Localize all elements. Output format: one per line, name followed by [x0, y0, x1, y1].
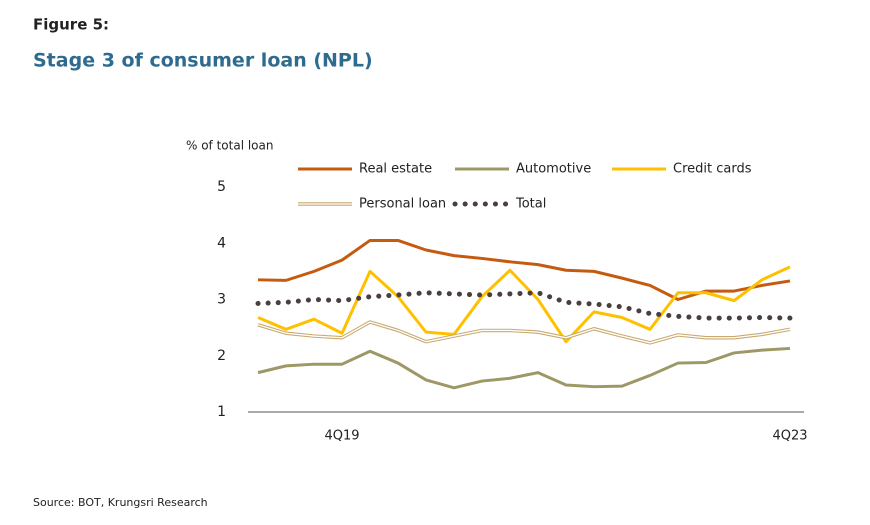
legend-label: Automotive — [516, 162, 591, 177]
legend-label: Personal loan — [359, 197, 446, 212]
legend-label: Real estate — [359, 162, 432, 177]
legend-label: Credit cards — [673, 162, 752, 177]
y-axis-label: % of total loan — [186, 139, 274, 153]
source: Source: BOT, Krungsri Research — [33, 496, 208, 509]
y-tick-label: 2 — [217, 348, 226, 364]
chart-title: Stage 3 of consumer loan (NPL) — [33, 50, 373, 72]
y-tick-label: 3 — [217, 292, 226, 308]
series-line — [257, 346, 791, 390]
series-line — [255, 290, 793, 321]
y-tick-label: 4 — [217, 235, 226, 251]
y-tick-label: 1 — [217, 404, 226, 420]
series-line — [257, 238, 791, 301]
series-line — [257, 265, 791, 344]
series-line-inner — [257, 321, 791, 344]
figure-label: Figure 5: — [33, 16, 109, 34]
x-tick-label: 4Q19 — [324, 429, 359, 444]
x-tick-label: 4Q23 — [772, 429, 807, 444]
y-tick-label: 5 — [217, 179, 226, 195]
legend-label: Total — [515, 197, 546, 212]
